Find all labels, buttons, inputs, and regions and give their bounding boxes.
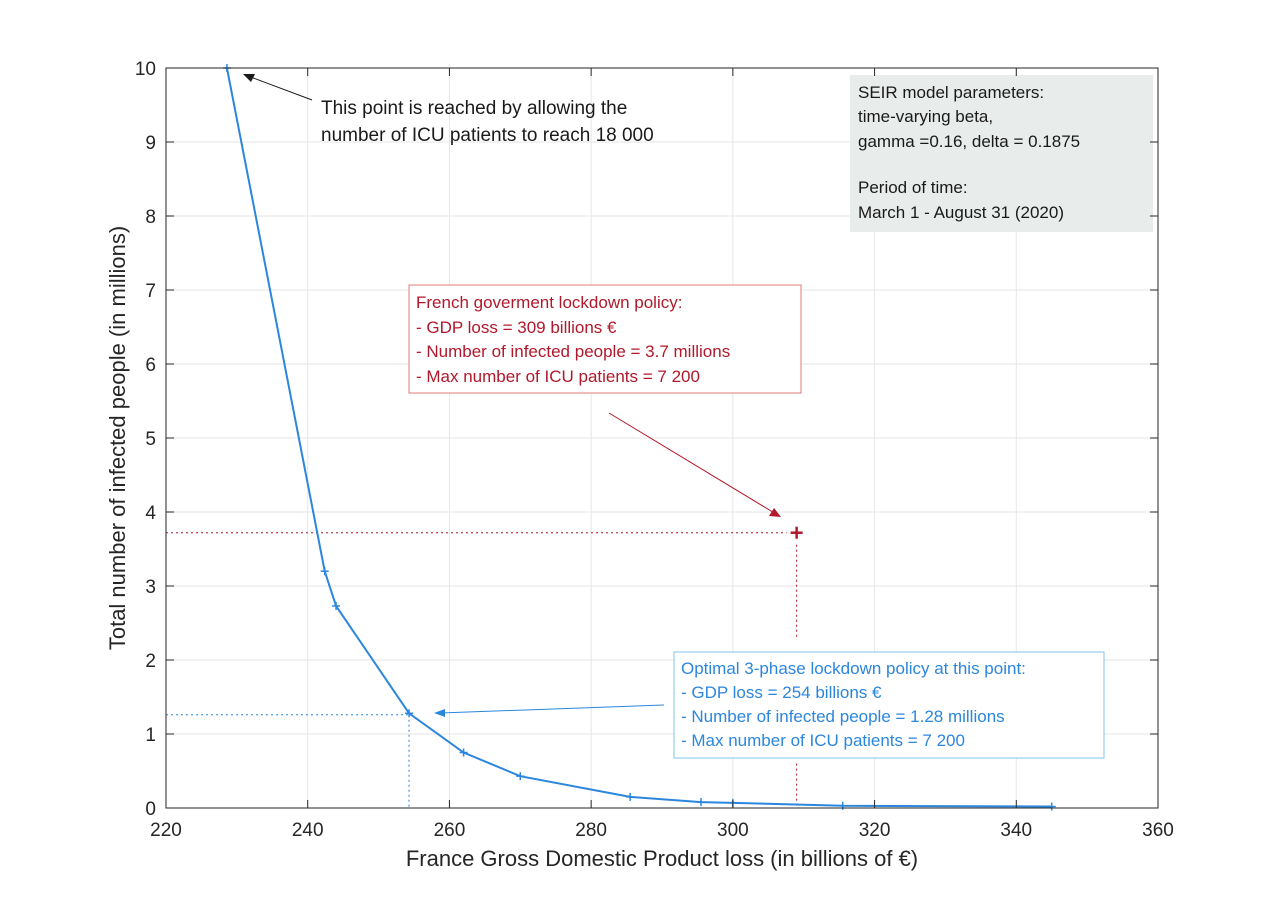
guide-lines bbox=[166, 532, 798, 808]
government-line-2: - GDP loss = 309 billions € bbox=[416, 318, 617, 337]
x-tick-label: 320 bbox=[859, 820, 891, 841]
curve-layer bbox=[222, 64, 1056, 811]
x-tick-label: 360 bbox=[1142, 820, 1174, 841]
curve-point-marker bbox=[696, 798, 705, 807]
optimal-line-2: - GDP loss = 254 billions € bbox=[681, 683, 882, 702]
y-tick-label: 4 bbox=[145, 503, 156, 524]
y-tick-label: 3 bbox=[145, 577, 156, 598]
y-tick-label: 5 bbox=[145, 429, 156, 450]
government-line-4: - Max number of ICU patients = 7 200 bbox=[416, 367, 700, 386]
parameters-line-6: March 1 - August 31 (2020) bbox=[858, 203, 1064, 222]
optimal-arrowhead bbox=[434, 709, 445, 717]
y-tick-label: 7 bbox=[145, 281, 156, 302]
optimal-line-4: - Max number of ICU patients = 7 200 bbox=[681, 731, 965, 750]
curve-point-marker bbox=[320, 567, 329, 576]
x-tick-label: 240 bbox=[292, 820, 324, 841]
curve-point-marker bbox=[1047, 802, 1056, 811]
parameters-line-1: SEIR model parameters: bbox=[858, 83, 1044, 102]
y-tick-label: 0 bbox=[145, 799, 156, 820]
parameters-box bbox=[850, 75, 1153, 232]
top-point-note-line-1: This point is reached by allowing the bbox=[321, 98, 627, 119]
optimal-line-1: Optimal 3-phase lockdown policy at this … bbox=[681, 659, 1026, 678]
curve-point-marker bbox=[626, 792, 635, 801]
y-axis-label: Total number of infected people (in mill… bbox=[105, 226, 130, 650]
government-arrowhead bbox=[769, 508, 781, 517]
y-tick-label: 1 bbox=[145, 725, 156, 746]
top-point-arrow bbox=[247, 75, 313, 101]
top-point-arrowhead bbox=[243, 74, 255, 82]
parameters-line-3: gamma =0.16, delta = 0.1875 bbox=[858, 132, 1080, 151]
x-axis-label: France Gross Domestic Product loss (in b… bbox=[406, 846, 918, 871]
x-tick-label: 300 bbox=[717, 820, 749, 841]
curve-point-marker bbox=[405, 709, 414, 718]
y-tick-label: 2 bbox=[145, 651, 156, 672]
curve-point-marker bbox=[332, 601, 341, 610]
government-point-marker bbox=[790, 526, 803, 539]
optimal-arrow bbox=[439, 704, 665, 714]
x-tick-label: 280 bbox=[575, 820, 607, 841]
optimal-line-3: - Number of infected people = 1.28 milli… bbox=[681, 707, 1005, 726]
y-tick-label: 10 bbox=[135, 59, 156, 80]
y-tick-label: 9 bbox=[145, 133, 156, 154]
curve-point-marker bbox=[459, 748, 468, 757]
government-box bbox=[408, 284, 802, 394]
x-tick-label: 260 bbox=[434, 820, 466, 841]
optimal-box bbox=[673, 651, 1105, 759]
tick-labels: 220 240 260 280 300 320 340 360 0 1 2 3 4 5 6 7 8 9 10 bbox=[135, 59, 1174, 841]
parameters-line-2: time-varying beta, bbox=[858, 107, 993, 126]
top-point-note-line-2: number of ICU patients to reach 18 000 bbox=[321, 125, 654, 146]
government-line-3: - Number of infected people = 3.7 millio… bbox=[416, 342, 730, 361]
curve-point-marker bbox=[516, 772, 525, 781]
x-tick-label: 340 bbox=[1000, 820, 1032, 841]
y-tick-label: 8 bbox=[145, 207, 156, 228]
government-line-1: French goverment lockdown policy: bbox=[416, 293, 682, 312]
x-tick-label: 220 bbox=[150, 820, 182, 841]
government-arrow bbox=[608, 412, 777, 515]
axes bbox=[165, 67, 1159, 809]
curve-point-marker bbox=[838, 801, 847, 810]
parameters-line-5: Period of time: bbox=[858, 178, 968, 197]
y-tick-label: 6 bbox=[145, 355, 156, 376]
